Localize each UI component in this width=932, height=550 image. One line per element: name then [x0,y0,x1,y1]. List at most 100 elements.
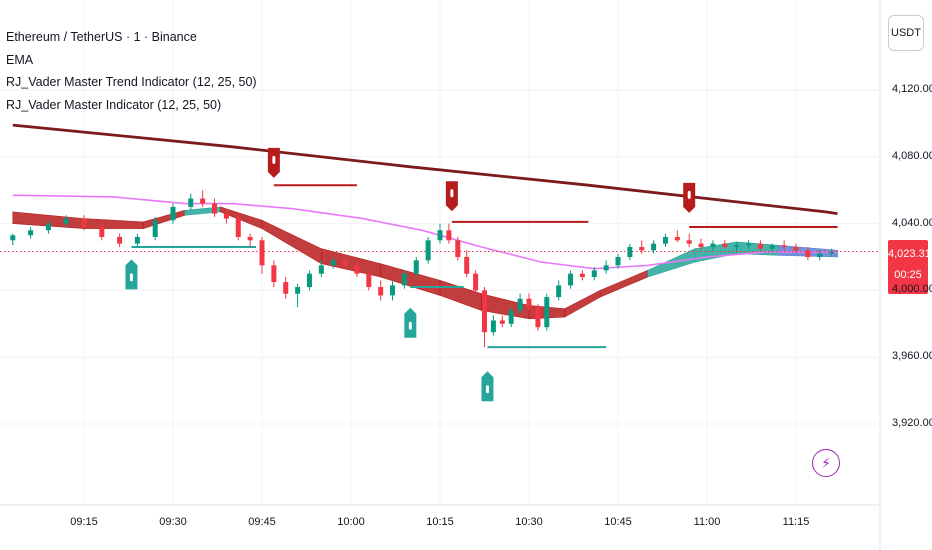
candle-body [342,260,348,266]
last-price-value: 4,023.31 [888,248,931,260]
candle-body [295,287,301,294]
candle-body [28,230,34,236]
candle-body [686,240,692,244]
indicator-label[interactable]: RJ_Vader Master Trend Indicator (12, 25,… [6,75,257,89]
trend-band [12,206,838,320]
candle-body [446,230,452,241]
time-tick-label: 10:15 [426,516,454,528]
signal-glyph [485,385,489,394]
chart-axes [0,0,881,550]
trend-band-segment [599,269,648,298]
candle-body [603,265,609,271]
sell-signal-marker [445,181,458,212]
time-tick-label: 09:45 [248,516,276,528]
candle-body [134,236,140,244]
time-tick-label: 10:30 [515,516,543,528]
bar-countdown: 00:25 [894,269,922,281]
candle-body [425,240,431,261]
candle-body [674,236,680,241]
candle-body [517,298,523,311]
time-tick-label: 09:15 [70,516,98,528]
candle-body [556,285,562,298]
price-tick-label: 4,000.00 [892,283,932,296]
candle-body [212,203,218,214]
candle-body [413,260,419,274]
candle-body [437,230,443,241]
signal-glyph [450,189,454,198]
signal-glyph [687,190,691,199]
last-price-tag: 4,023.31 00:25 [888,240,931,294]
signal-levels [131,184,838,349]
candle-body [746,243,752,246]
signal-glyph [408,321,412,330]
time-tick-label: 11:15 [782,516,810,528]
candle-body [188,198,194,207]
candle-body [499,320,505,324]
candle-body [615,257,621,266]
candle-body [698,243,704,247]
candle-body [710,243,716,247]
currency-button[interactable]: USDT [888,15,924,51]
candle-body [579,273,585,278]
candle-body [817,253,823,257]
candle-body [45,223,51,231]
candle-body [200,198,206,204]
candle-body [259,240,265,266]
candle-body [283,282,289,294]
buy-signal-marker [125,259,138,290]
indicator-label[interactable]: EMA [6,52,34,67]
candle-body [247,236,253,241]
price-tick-label: 3,960.00 [892,350,932,363]
trend-band-segment [143,209,186,230]
candle-body [651,243,657,251]
sell-signal-marker [267,147,280,178]
candle-body [535,307,541,328]
candle-body [223,213,229,219]
candle-body [473,273,479,291]
price-tick-label: 3,920.00 [892,417,932,429]
candle-body [490,320,496,333]
price-tick-label: 4,080.00 [892,149,932,162]
candle-body [401,273,407,286]
candle-body [63,218,69,224]
candle-body [378,287,384,296]
candle-body [734,245,740,247]
lightning-icon[interactable]: ⚡ [812,449,840,477]
signal-glyph [272,155,276,164]
candle-body [781,245,787,247]
signal-markers [125,147,696,402]
candle-body [152,220,158,237]
candle-body [390,285,396,296]
trend-band-segment [564,289,601,318]
signal-glyph [129,273,133,282]
time-tick-label: 09:30 [159,516,187,528]
candle-body [526,298,532,308]
candle-body [330,260,336,266]
time-tick-label: 10:45 [604,516,632,528]
candle-body [722,243,728,247]
sell-signal-marker [683,182,696,213]
candle-body [10,235,16,241]
candle-body [769,245,775,249]
indicator-label[interactable]: RJ_Vader Master Indicator (12, 25, 50) [6,97,222,112]
candlestick-series [10,190,835,348]
candle-body [482,290,487,333]
candle-body [366,273,372,288]
candle-body [306,273,312,288]
candle-body [354,265,360,274]
candle-body [99,226,105,237]
candle-body [318,265,324,274]
chart-title[interactable]: Ethereum / TetherUS · 1 · Binance [6,30,197,44]
candle-body [81,218,87,227]
candle-body [662,236,668,244]
candle-body [544,297,550,328]
candle-body [170,206,176,221]
candle-body [508,310,514,324]
candle-body [639,246,645,251]
candle-body [757,243,763,249]
price-tick-label: 4,120.00 [892,83,932,95]
candle-body [464,257,470,274]
candle-body [455,240,461,257]
trend-band-segment [83,218,144,229]
